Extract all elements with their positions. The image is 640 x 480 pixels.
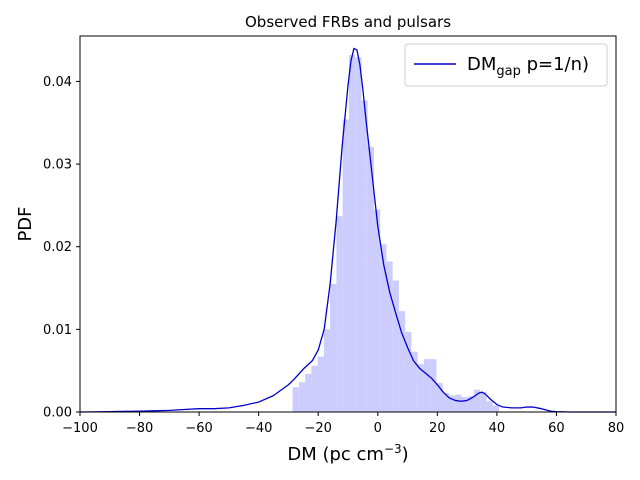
y-tick-label-1: 0.01 <box>43 323 72 338</box>
histogram-bar-12 <box>367 146 374 412</box>
histogram-bar-3 <box>311 365 318 412</box>
histogram-bar-19 <box>411 351 418 412</box>
x-tick-label-5: 0 <box>374 421 382 436</box>
x-tick-label-1: −80 <box>126 421 153 436</box>
x-axis: −100 −80 −60 −40 −20 0 20 40 60 80 <box>62 412 624 436</box>
x-axis-label-main: DM (pc cm <box>287 444 384 465</box>
histogram-bar-25 <box>448 395 456 412</box>
histogram-bar-7 <box>336 216 343 412</box>
histogram-bar-17 <box>398 311 406 412</box>
legend-label-rest: p=1/n) <box>521 54 589 75</box>
histogram-bar-9 <box>348 55 356 412</box>
histogram-bar-5 <box>323 329 331 412</box>
histogram-bar-11 <box>361 100 368 412</box>
y-tick-label-3: 0.03 <box>43 158 72 173</box>
histogram-bar-21 <box>423 359 431 412</box>
histogram-bar-14 <box>380 244 387 412</box>
x-axis-label: DM (pc cm−3) <box>287 442 408 465</box>
histogram-bar-29 <box>473 389 481 412</box>
histogram-bar-6 <box>330 283 337 412</box>
x-axis-label-close: ) <box>402 444 409 465</box>
x-tick-label-4: −20 <box>305 421 332 436</box>
histogram-bar-26 <box>455 394 462 412</box>
x-tick-label-9: 80 <box>608 421 625 436</box>
x-tick-label-0: −100 <box>62 421 98 436</box>
x-tick-label-7: 40 <box>489 421 506 436</box>
histogram-bar-1 <box>298 382 306 412</box>
histogram-bar-31 <box>486 401 493 412</box>
histogram-bar-2 <box>305 373 312 412</box>
x-axis-label-superscript: −3 <box>384 442 402 456</box>
histogram-bar-18 <box>405 331 412 412</box>
legend-label: DMgap p=1/n) <box>467 54 589 79</box>
histogram-bar-13 <box>373 209 381 412</box>
series-line-0 <box>79 47 616 413</box>
y-tick-label-0: 0.00 <box>43 406 72 421</box>
y-axis-label: PDF <box>15 206 36 241</box>
legend: DMgap p=1/n) <box>404 43 608 87</box>
y-axis: 0.00 0.01 0.02 0.03 0.04 <box>43 75 80 421</box>
histogram-bar-15 <box>386 261 393 412</box>
chart-title: Observed FRBs and pulsars <box>245 13 451 31</box>
histogram-bar-27 <box>461 397 468 412</box>
histogram-bar-0 <box>292 387 299 412</box>
plot-area <box>79 47 616 413</box>
x-tick-label-2: −60 <box>185 421 212 436</box>
legend-label-subscript: gap <box>496 64 520 79</box>
histogram-bar-24 <box>442 392 449 412</box>
histogram-bar-16 <box>392 280 399 412</box>
histogram-bar-20 <box>417 364 424 412</box>
histogram-bar-23 <box>436 383 443 412</box>
y-tick-label-2: 0.02 <box>43 240 72 255</box>
x-tick-label-3: −40 <box>245 421 272 436</box>
histogram-bar-10 <box>355 57 362 412</box>
histogram-bar-28 <box>467 396 474 412</box>
x-tick-label-8: 60 <box>548 421 565 436</box>
legend-label-main: DM <box>467 54 496 75</box>
histogram-bar-4 <box>317 356 324 412</box>
x-tick-label-6: 20 <box>429 421 446 436</box>
histogram-bar-32 <box>492 405 499 412</box>
plot-frame <box>79 35 617 413</box>
y-tick-label-4: 0.04 <box>43 75 72 90</box>
histogram-bar-8 <box>342 119 349 412</box>
histogram-bar-30 <box>480 392 487 412</box>
legend-box <box>404 43 608 87</box>
histogram-bar-22 <box>430 359 437 412</box>
